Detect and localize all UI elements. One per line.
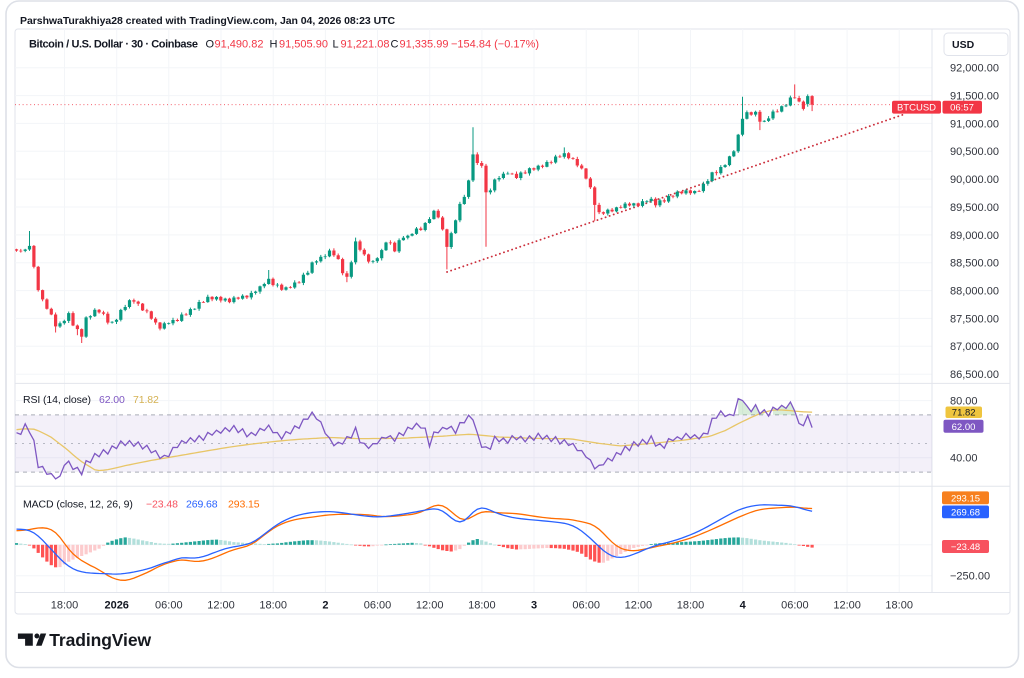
svg-text:−250.00: −250.00 (950, 571, 990, 583)
svg-text:71.82: 71.82 (133, 394, 159, 406)
svg-text:RSI (14, close): RSI (14, close) (23, 394, 91, 406)
svg-text:BTCUSD: BTCUSD (897, 103, 936, 114)
svg-text:90,500.00: 90,500.00 (950, 146, 999, 158)
svg-text:06:57: 06:57 (950, 103, 974, 114)
svg-text:91,000.00: 91,000.00 (950, 118, 999, 130)
svg-text:91,490.82: 91,490.82 (215, 39, 264, 51)
svg-text:C: C (391, 39, 399, 51)
svg-text:89,000.00: 89,000.00 (950, 230, 999, 242)
svg-text:71.82: 71.82 (952, 407, 976, 418)
svg-text:90,000.00: 90,000.00 (950, 174, 999, 186)
svg-text:TradingView: TradingView (49, 630, 151, 650)
svg-text:06:00: 06:00 (155, 600, 183, 612)
svg-text:87,500.00: 87,500.00 (950, 313, 999, 325)
svg-text:ParshwaTurakhiya28 created wit: ParshwaTurakhiya28 created with TradingV… (20, 15, 395, 27)
svg-text:18:00: 18:00 (677, 600, 705, 612)
svg-text:3: 3 (531, 600, 537, 612)
svg-text:USD: USD (952, 39, 975, 51)
svg-text:86,500.00: 86,500.00 (950, 369, 999, 381)
svg-text:Bitcoin / U.S. Dollar · 30 · C: Bitcoin / U.S. Dollar · 30 · Coinbase (29, 39, 198, 51)
svg-text:06:00: 06:00 (572, 600, 600, 612)
svg-text:87,000.00: 87,000.00 (950, 341, 999, 353)
svg-text:18:00: 18:00 (885, 600, 913, 612)
svg-text:40.00: 40.00 (950, 453, 978, 465)
svg-text:−154.84 (−0.17%): −154.84 (−0.17%) (451, 39, 539, 51)
svg-text:62.00: 62.00 (952, 422, 976, 433)
svg-text:269.68: 269.68 (186, 499, 218, 511)
svg-text:88,000.00: 88,000.00 (950, 286, 999, 298)
svg-text:91,221.08: 91,221.08 (341, 39, 390, 51)
svg-text:−23.48: −23.48 (951, 542, 980, 553)
svg-text:91,500.00: 91,500.00 (950, 91, 999, 103)
svg-text:06:00: 06:00 (781, 600, 809, 612)
svg-text:−23.48: −23.48 (146, 499, 178, 511)
svg-text:H: H (270, 39, 278, 51)
svg-text:2: 2 (322, 600, 328, 612)
svg-text:12:00: 12:00 (833, 600, 861, 612)
svg-text:269.68: 269.68 (951, 507, 980, 518)
svg-text:12:00: 12:00 (625, 600, 653, 612)
svg-text:L: L (333, 39, 339, 51)
svg-text:88,500.00: 88,500.00 (950, 258, 999, 270)
svg-text:O: O (206, 39, 215, 51)
svg-text:80.00: 80.00 (950, 396, 978, 408)
svg-text:91,335.99: 91,335.99 (400, 39, 449, 51)
svg-text:MACD (close, 12, 26, 9): MACD (close, 12, 26, 9) (23, 499, 133, 511)
svg-text:91,505.90: 91,505.90 (279, 39, 328, 51)
svg-text:18:00: 18:00 (259, 600, 287, 612)
svg-text:293.15: 293.15 (228, 499, 260, 511)
svg-text:62.00: 62.00 (99, 394, 125, 406)
svg-text:89,500.00: 89,500.00 (950, 202, 999, 214)
svg-text:92,000.00: 92,000.00 (950, 63, 999, 75)
svg-text:12:00: 12:00 (207, 600, 235, 612)
svg-text:293.15: 293.15 (951, 493, 980, 504)
svg-text:4: 4 (740, 600, 747, 612)
svg-text:18:00: 18:00 (51, 600, 79, 612)
svg-text:2026: 2026 (104, 600, 128, 612)
svg-text:12:00: 12:00 (416, 600, 444, 612)
svg-text:06:00: 06:00 (364, 600, 392, 612)
svg-text:18:00: 18:00 (468, 600, 496, 612)
